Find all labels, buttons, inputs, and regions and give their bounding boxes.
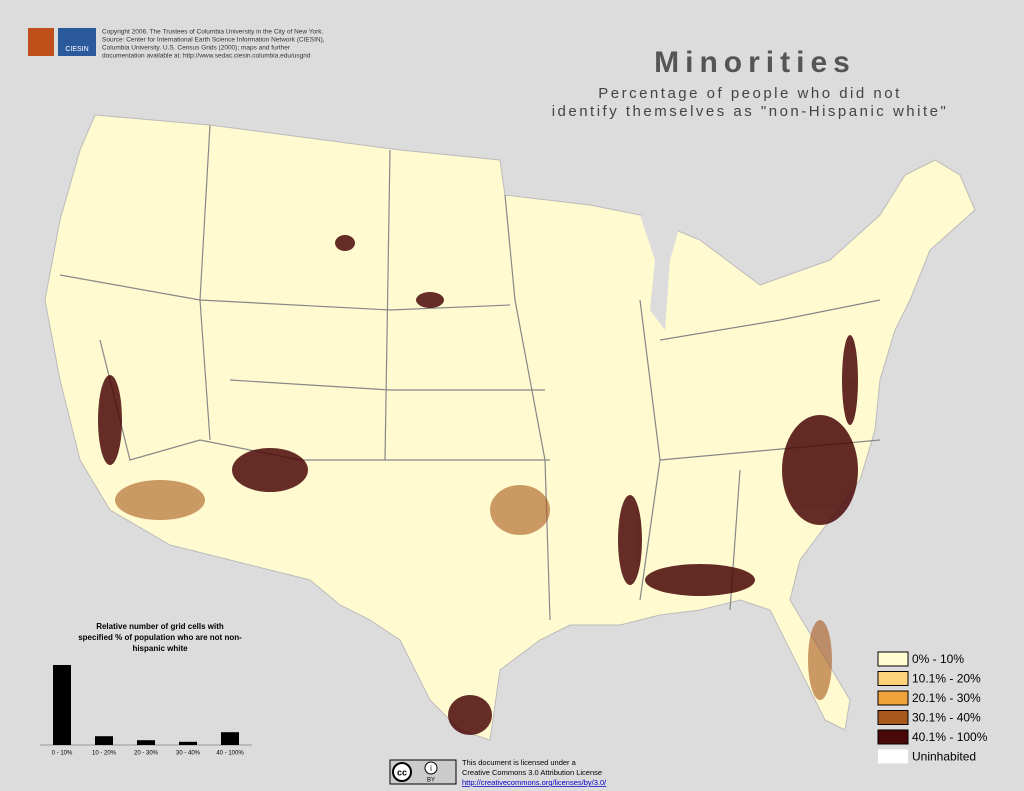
- state-borders: [59, 124, 881, 621]
- histogram-label: 40 - 100%: [216, 751, 244, 757]
- dark-areas: [98, 235, 858, 735]
- credit-line: documentation available at: http://www.s…: [102, 53, 311, 60]
- logo-text: CIESIN: [65, 46, 88, 53]
- legend-label: Uninhabited: [912, 750, 976, 764]
- histogram-label: 0 - 10%: [52, 751, 73, 757]
- legend-swatch: [877, 690, 909, 706]
- legend-swatch: [878, 749, 908, 764]
- by-text: BY: [427, 778, 435, 784]
- legend-label: 0% - 10%: [912, 652, 964, 666]
- legend-label: 10.1% - 20%: [912, 672, 981, 686]
- legend-swatch: [877, 651, 909, 667]
- credit-line: Columbia University. U.S. Census Grids (…: [102, 45, 291, 52]
- histogram-bar: [137, 740, 155, 745]
- histogram-title: specified % of population who are not no…: [78, 633, 242, 642]
- subtitle: Percentage of people who did not: [598, 85, 902, 102]
- by-icon-text: i: [430, 764, 432, 773]
- histogram-bar: [221, 732, 239, 745]
- histogram-label: 30 - 40%: [176, 751, 201, 757]
- legend-swatch: [877, 671, 909, 686]
- license-text: This document is licensed under a: [462, 758, 577, 767]
- histogram-label: 10 - 20%: [92, 751, 117, 757]
- medium-areas: [115, 480, 832, 700]
- subtitle: identify themselves as "non-Hispanic whi…: [552, 103, 949, 120]
- by-icon: [424, 761, 438, 775]
- legend-swatch: [877, 710, 909, 725]
- histogram-label: 20 - 30%: [134, 751, 159, 757]
- legend-label: 30.1% - 40%: [912, 711, 981, 725]
- histogram-bar: [179, 741, 197, 745]
- credit-line: Copyright 2006. The Trustees of Columbia…: [102, 29, 324, 36]
- title: Minorities: [654, 46, 856, 79]
- license-link[interactable]: http://creativecommons.org/licenses/by/3…: [462, 778, 607, 787]
- histogram-title: hispanic white: [132, 644, 188, 653]
- legend-swatch: [877, 729, 909, 745]
- cc-text: cc: [397, 767, 407, 777]
- legend-label: 20.1% - 30%: [912, 691, 981, 705]
- logo-image: [28, 28, 54, 56]
- histogram-title: Relative number of grid cells with: [96, 622, 224, 631]
- lake-michigan: [640, 215, 680, 330]
- histogram-bar: [95, 736, 113, 745]
- credit-line: Source: Center for International Earth S…: [102, 37, 325, 44]
- us-map: [44, 114, 976, 741]
- histogram-bar: [53, 665, 71, 745]
- legend-label: 40.1% - 100%: [912, 730, 988, 744]
- cc-icon: [392, 762, 412, 782]
- logo-globe: [58, 28, 96, 56]
- license-text: Creative Commons 3.0 Attribution License: [462, 768, 602, 777]
